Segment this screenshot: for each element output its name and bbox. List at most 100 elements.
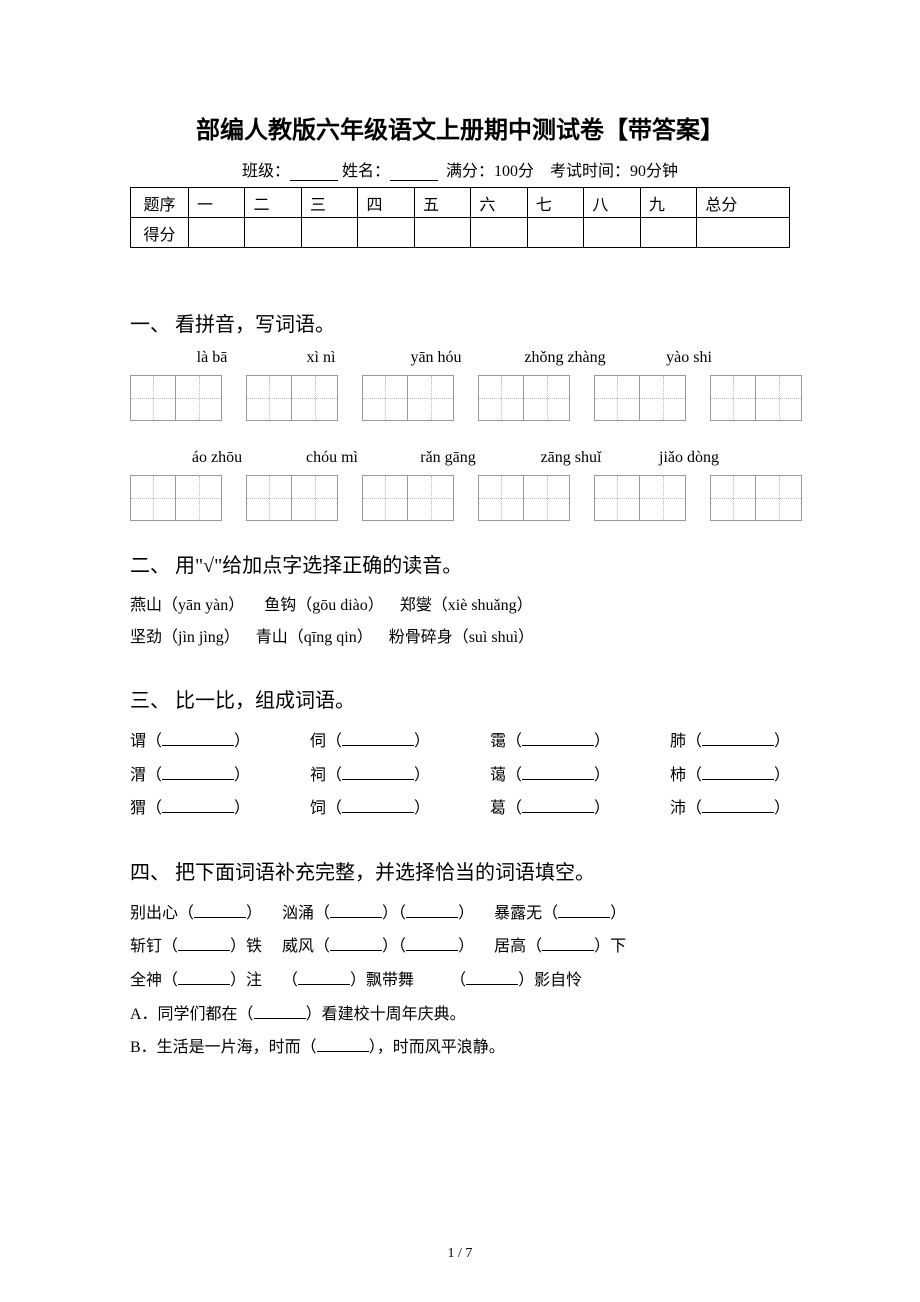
phrase-part: 汹涌（ bbox=[282, 905, 330, 922]
row-label: 得分 bbox=[131, 218, 189, 248]
word-char: 饲 bbox=[310, 800, 326, 817]
fill-blank[interactable] bbox=[330, 937, 382, 951]
pinyin-label: là bā bbox=[158, 349, 266, 367]
word-char: 渭 bbox=[130, 767, 146, 784]
phrase-part: （ bbox=[282, 972, 298, 989]
char-box-pair[interactable] bbox=[594, 475, 686, 521]
fill-blank[interactable] bbox=[162, 799, 234, 813]
char-box-pair[interactable] bbox=[594, 375, 686, 421]
char-box-pair[interactable] bbox=[246, 375, 338, 421]
name-blank[interactable] bbox=[390, 165, 438, 181]
fill-blank[interactable] bbox=[522, 766, 594, 780]
char-box-pair[interactable] bbox=[710, 375, 802, 421]
phrase-part: ）影自怜 bbox=[518, 972, 582, 989]
fill-blank[interactable] bbox=[194, 904, 246, 918]
word-char: 霭 bbox=[490, 733, 506, 750]
char-box-pair[interactable] bbox=[246, 475, 338, 521]
phrase-part: ）下 bbox=[594, 938, 626, 955]
table-cell: 六 bbox=[471, 188, 527, 218]
section4-lineA: A．同学们都在（ ）看建校十周年庆典。 bbox=[130, 998, 790, 1032]
fill-blank[interactable] bbox=[522, 732, 594, 746]
table-cell[interactable] bbox=[527, 218, 583, 248]
table-cell[interactable] bbox=[697, 218, 790, 248]
section3-row: 猬（） 饲（） 葛（） 沛（） bbox=[130, 792, 790, 826]
fill-blank[interactable] bbox=[162, 732, 234, 746]
table-cell[interactable] bbox=[301, 218, 357, 248]
table-cell: 五 bbox=[414, 188, 470, 218]
fill-blank[interactable] bbox=[558, 904, 610, 918]
fill-blank[interactable] bbox=[342, 799, 414, 813]
table-cell[interactable] bbox=[584, 218, 640, 248]
phrase-part: 威风（ bbox=[282, 938, 330, 955]
pinyin-row-2: áo zhōu chóu mì rǎn gāng zāng shuǐ jiǎo … bbox=[158, 449, 790, 467]
table-row: 得分 bbox=[131, 218, 790, 248]
fill-blank[interactable] bbox=[330, 904, 382, 918]
phrase-part: 全神（ bbox=[130, 972, 178, 989]
char-box-pair[interactable] bbox=[478, 375, 570, 421]
table-cell[interactable] bbox=[245, 218, 301, 248]
fill-blank[interactable] bbox=[298, 971, 350, 985]
boxes-row-2 bbox=[130, 475, 790, 521]
phrase-part: 居高（ bbox=[494, 938, 542, 955]
phrase-part: 斩钉（ bbox=[130, 938, 178, 955]
phrase-part: ）飘带舞 bbox=[350, 972, 414, 989]
char-box-pair[interactable] bbox=[130, 375, 222, 421]
section3-row: 谓（） 伺（） 霭（） 肺（） bbox=[130, 725, 790, 759]
char-box-pair[interactable] bbox=[362, 375, 454, 421]
fill-blank[interactable] bbox=[162, 766, 234, 780]
pinyin-label: zāng shuǐ bbox=[508, 449, 634, 467]
char-box-pair[interactable] bbox=[362, 475, 454, 521]
pinyin-label: rǎn gāng bbox=[388, 449, 508, 467]
fill-blank[interactable] bbox=[342, 732, 414, 746]
table-cell[interactable] bbox=[414, 218, 470, 248]
word-char: 葛 bbox=[490, 800, 506, 817]
fill-blank[interactable] bbox=[406, 937, 458, 951]
table-cell[interactable] bbox=[358, 218, 414, 248]
char-box-pair[interactable] bbox=[478, 475, 570, 521]
sentence-part: A．同学们都在（ bbox=[130, 1006, 254, 1023]
phrase-part: （ bbox=[450, 972, 466, 989]
fill-blank[interactable] bbox=[406, 904, 458, 918]
section4-heading: 四、 把下面词语补充完整，并选择恰当的词语填空。 bbox=[130, 856, 790, 885]
table-cell[interactable] bbox=[189, 218, 245, 248]
fill-blank[interactable] bbox=[702, 799, 774, 813]
phrase-part: ）（ bbox=[382, 905, 406, 922]
sentence-part: ）看建校十周年庆典。 bbox=[306, 1006, 466, 1023]
fill-blank[interactable] bbox=[317, 1038, 369, 1052]
fill-blank[interactable] bbox=[342, 766, 414, 780]
section2-line2: 坚劲（jìn jìng） 青山（qīng qin） 粉骨碎身（suì shuì） bbox=[130, 622, 790, 654]
pinyin-row-1: là bā xì nì yān hóu zhǒng zhàng yào shi bbox=[158, 349, 790, 367]
q-item: 粉骨碎身（suì shuì） bbox=[389, 629, 534, 646]
table-row: 题序 一 二 三 四 五 六 七 八 九 总分 bbox=[131, 188, 790, 218]
fill-blank[interactable] bbox=[178, 971, 230, 985]
fill-blank[interactable] bbox=[702, 732, 774, 746]
section2-line1: 燕山（yān yàn） 鱼钩（gōu diào） 郑燮（xiè shuǎng） bbox=[130, 590, 790, 622]
pinyin-label: yào shi bbox=[634, 349, 744, 367]
table-cell[interactable] bbox=[471, 218, 527, 248]
table-cell: 一 bbox=[189, 188, 245, 218]
table-cell: 八 bbox=[584, 188, 640, 218]
phrase-part: 别出心（ bbox=[130, 905, 194, 922]
section1-heading: 一、 看拼音，写词语。 bbox=[130, 308, 790, 337]
fill-blank[interactable] bbox=[466, 971, 518, 985]
table-cell: 九 bbox=[640, 188, 696, 218]
fill-blank[interactable] bbox=[254, 1005, 306, 1019]
pinyin-label: jiǎo dòng bbox=[634, 449, 744, 467]
word-char: 肺 bbox=[670, 733, 686, 750]
table-cell[interactable] bbox=[640, 218, 696, 248]
phrase-part: 暴露无（ bbox=[494, 905, 558, 922]
fill-blank[interactable] bbox=[178, 937, 230, 951]
table-cell: 四 bbox=[358, 188, 414, 218]
pinyin-label: xì nì bbox=[266, 349, 376, 367]
class-blank[interactable] bbox=[290, 165, 338, 181]
class-label: 班级： bbox=[242, 163, 290, 180]
q-item: 鱼钩（gōu diào） bbox=[264, 597, 384, 614]
char-box-pair[interactable] bbox=[130, 475, 222, 521]
fill-blank[interactable] bbox=[522, 799, 594, 813]
fill-blank[interactable] bbox=[702, 766, 774, 780]
score-label: 满分：100分 bbox=[446, 163, 534, 180]
name-label: 姓名： bbox=[342, 163, 390, 180]
char-box-pair[interactable] bbox=[710, 475, 802, 521]
page-number: 1 / 7 bbox=[0, 1246, 920, 1262]
fill-blank[interactable] bbox=[542, 937, 594, 951]
